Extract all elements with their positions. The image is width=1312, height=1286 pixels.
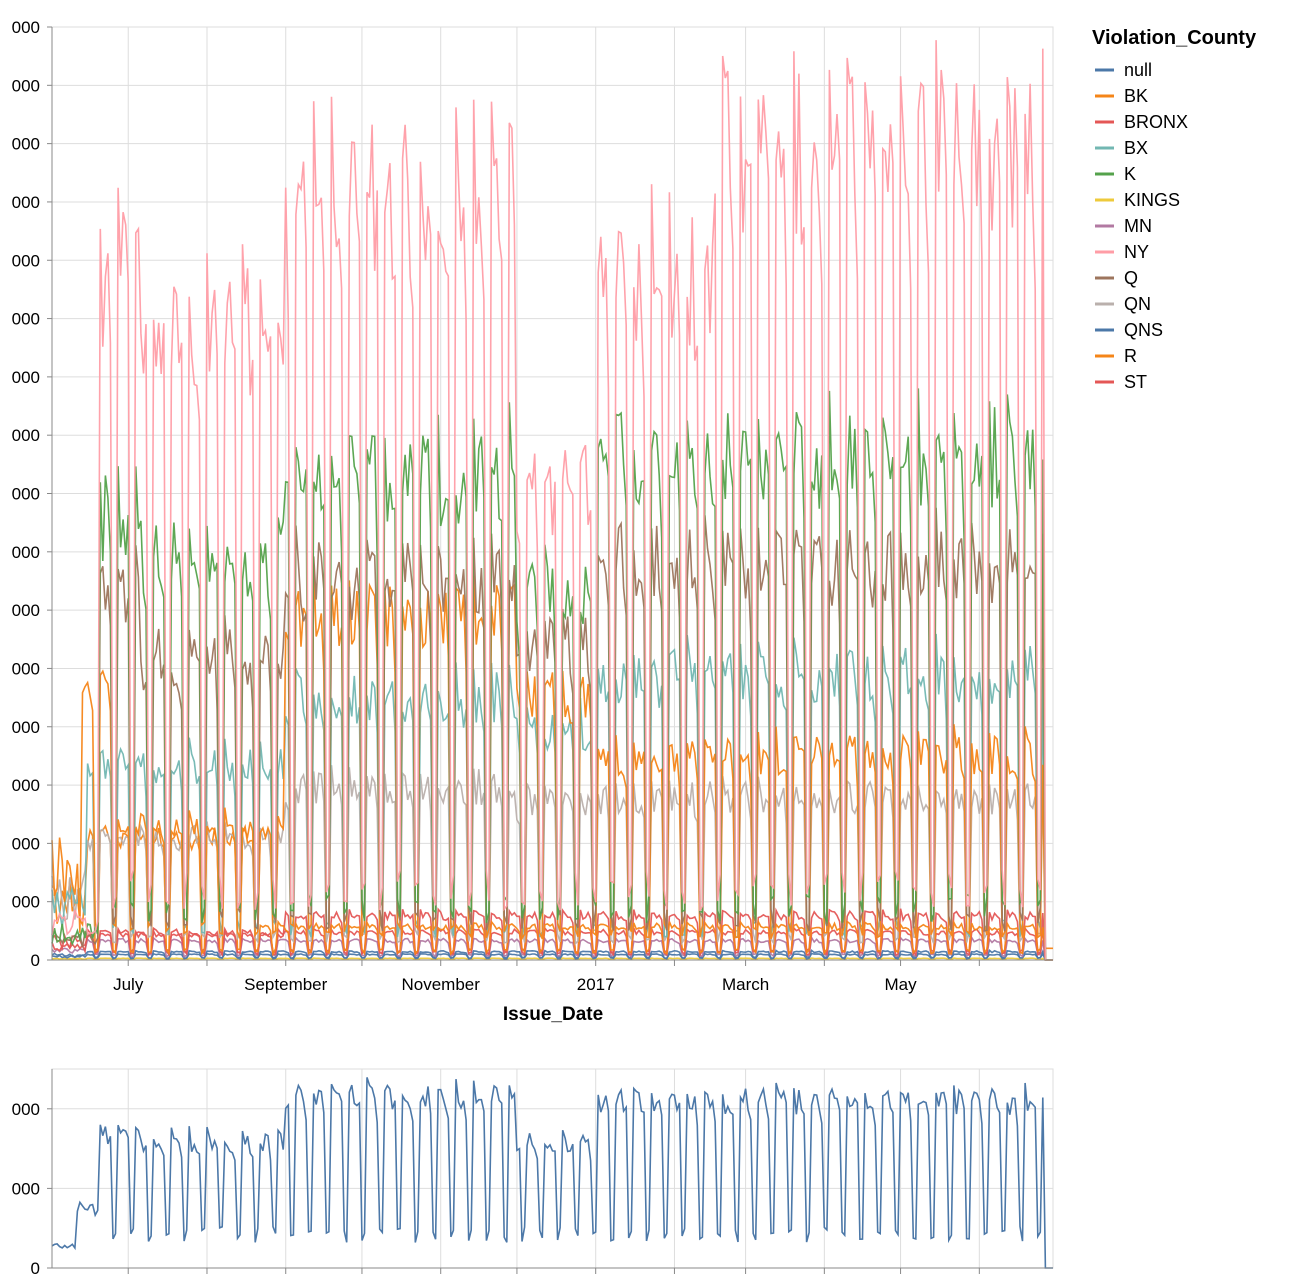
y-tick-label: 000 xyxy=(12,718,40,737)
overview-y-tick-label: 000 xyxy=(12,1100,40,1119)
legend-item-qns: QNS xyxy=(1095,320,1163,340)
series-line-mn xyxy=(51,935,1053,961)
legend-item-bk: BK xyxy=(1095,86,1148,106)
main-lines xyxy=(51,40,1053,961)
main-chart: 0000000000000000000000000000000000000000… xyxy=(12,18,1054,1025)
legend-item-ny: NY xyxy=(1095,242,1149,262)
y-tick-label: 000 xyxy=(12,193,40,212)
overview-lines xyxy=(51,1077,1053,1269)
legend-label: BK xyxy=(1124,86,1148,106)
overview-grid xyxy=(51,1068,1054,1269)
legend-item-qn: QN xyxy=(1095,294,1151,314)
x-tick-label: September xyxy=(244,975,327,994)
legend-label: MN xyxy=(1124,216,1152,236)
x-tick-label: May xyxy=(885,975,918,994)
legend: Violation_County null BK BRONX BX K KINGS MN NY… xyxy=(1092,27,1257,392)
legend-items: null BK BRONX BX K KINGS MN NY Q QN QNS R ST xyxy=(1095,60,1188,392)
x-tick-label: November xyxy=(402,975,481,994)
legend-item-st: ST xyxy=(1095,372,1147,392)
legend-label: QN xyxy=(1124,294,1151,314)
legend-item-bx: BX xyxy=(1095,138,1148,158)
y-tick-label: 000 xyxy=(12,776,40,795)
overview-y-tick-label: 000 xyxy=(12,1179,40,1198)
y-tick-label: 000 xyxy=(12,368,40,387)
legend-label: BX xyxy=(1124,138,1148,158)
series-line-qns xyxy=(51,952,1053,961)
legend-item-q: Q xyxy=(1095,268,1138,288)
x-axis-title: Issue_Date xyxy=(503,1004,603,1025)
legend-item-null: null xyxy=(1095,60,1152,80)
legend-label: KINGS xyxy=(1124,190,1180,210)
legend-label: R xyxy=(1124,346,1137,366)
legend-item-r: R xyxy=(1095,346,1137,366)
x-tick-label: 2017 xyxy=(577,975,615,994)
legend-label: BRONX xyxy=(1124,112,1188,132)
legend-item-k: K xyxy=(1095,164,1136,184)
y-tick-label: 000 xyxy=(12,543,40,562)
x-tick-label: July xyxy=(113,975,144,994)
series-line-kings xyxy=(51,957,1053,961)
legend-item-bronx: BRONX xyxy=(1095,112,1188,132)
y-tick-label: 000 xyxy=(12,601,40,620)
y-tick-label: 000 xyxy=(12,426,40,445)
y-tick-label: 000 xyxy=(12,135,40,154)
legend-label: ST xyxy=(1124,372,1147,392)
x-tick-label: March xyxy=(722,975,769,994)
y-tick-label: 000 xyxy=(12,834,40,853)
y-tick-label: 000 xyxy=(12,76,40,95)
legend-label: QNS xyxy=(1124,320,1163,340)
y-tick-label: 000 xyxy=(12,485,40,504)
y-tick-label: 000 xyxy=(12,18,40,37)
y-tick-label: 000 xyxy=(12,251,40,270)
legend-label: Q xyxy=(1124,268,1138,288)
legend-label: K xyxy=(1124,164,1136,184)
y-tick-label: 0 xyxy=(31,951,40,970)
legend-title: Violation_County xyxy=(1092,27,1257,49)
legend-label: NY xyxy=(1124,242,1149,262)
legend-label: null xyxy=(1124,60,1152,80)
series-line-ny xyxy=(51,40,1053,961)
main-axes: 0000000000000000000000000000000000000000… xyxy=(12,18,1053,994)
series-line-null xyxy=(51,948,1053,961)
y-tick-label: 000 xyxy=(12,310,40,329)
overview-frame xyxy=(51,1068,1054,1269)
legend-item-mn: MN xyxy=(1095,216,1152,236)
y-tick-label: 000 xyxy=(12,893,40,912)
overview-y-tick-label: 0 xyxy=(31,1259,40,1278)
overview-total-line xyxy=(51,1077,1053,1269)
y-tick-label: 000 xyxy=(12,659,40,678)
legend-item-kings: KINGS xyxy=(1095,190,1180,210)
